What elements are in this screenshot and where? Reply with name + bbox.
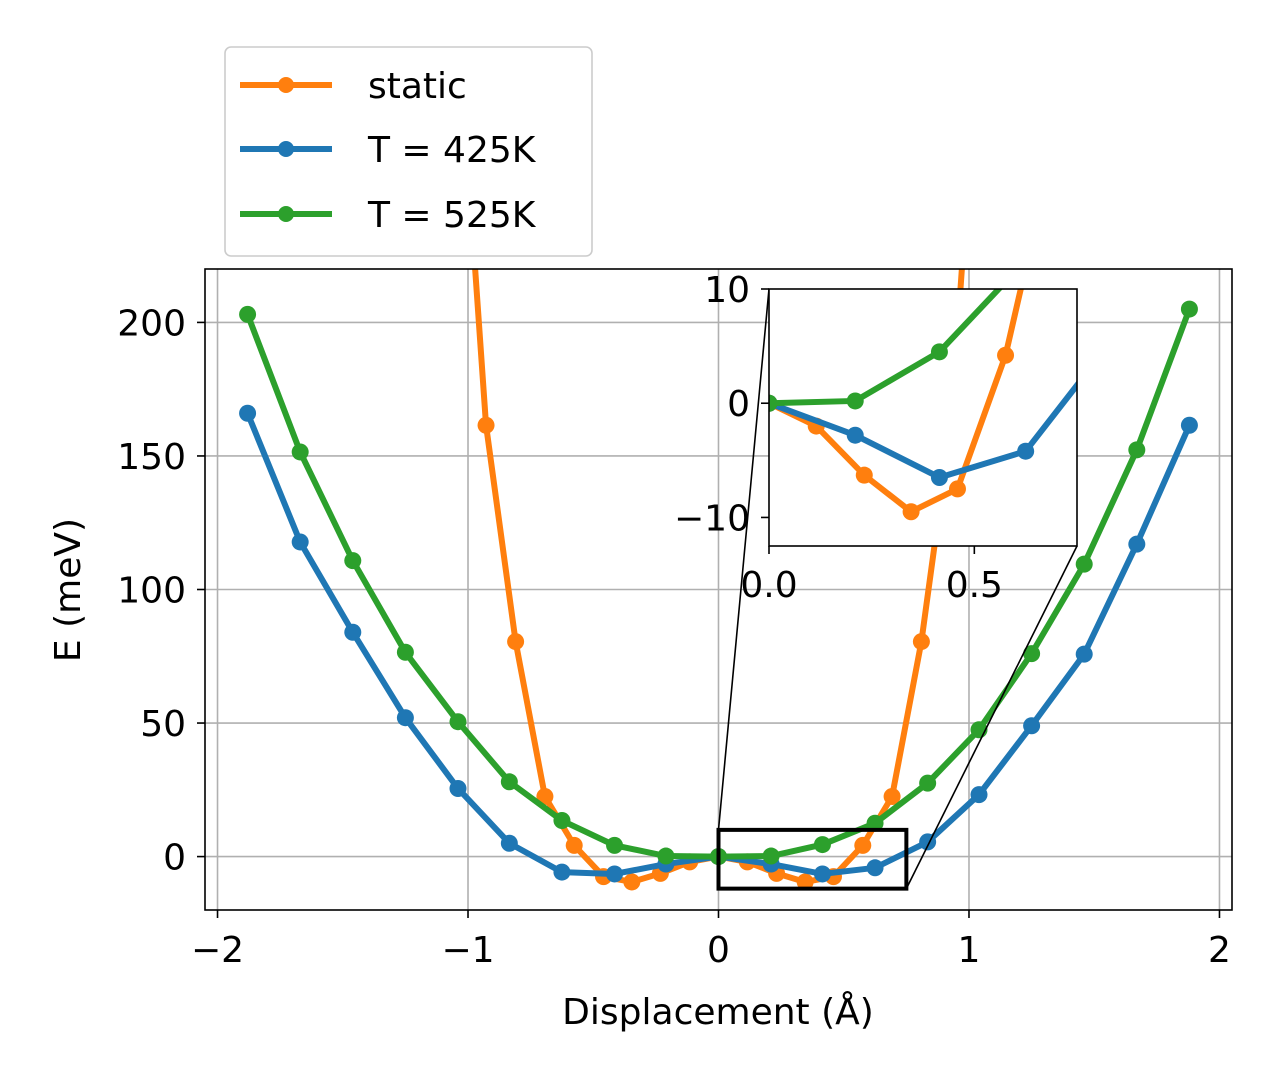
series-point-2 — [1075, 555, 1093, 573]
inset-series-point-0 — [855, 466, 873, 484]
series-point-2 — [919, 774, 937, 792]
series-point-2 — [1023, 645, 1041, 663]
inset-series-point-0 — [948, 480, 966, 498]
series-point-2 — [396, 643, 414, 661]
zoom-box — [716, 827, 909, 891]
legend: static T = 425K T = 525K — [224, 46, 593, 257]
series-point-2 — [1128, 441, 1146, 459]
series-point-2 — [500, 773, 518, 791]
inset-series-point-2 — [846, 392, 864, 410]
series-point-1 — [1023, 717, 1041, 735]
x-axis-label: Displacement (Å) — [562, 990, 874, 1033]
series-point-2 — [291, 443, 309, 461]
series-point-2 — [239, 305, 257, 323]
inset-series-point-2 — [1017, 252, 1034, 269]
x-tick-label: −1 — [441, 930, 494, 971]
inset-x-tick-label: 0.0 — [740, 565, 797, 606]
inset-axes-frame — [768, 288, 1078, 547]
inset-plot-area — [769, 138, 1077, 521]
series-point-1 — [396, 709, 414, 727]
series-point-1 — [344, 623, 362, 641]
series-point-1 — [866, 859, 884, 877]
legend-label-t425: T = 425K — [367, 130, 537, 171]
inset-series-line-1 — [769, 380, 1077, 481]
series-point-1 — [239, 404, 257, 422]
series-point-2 — [762, 847, 780, 865]
series-point-1 — [553, 863, 571, 881]
x-tick-label: −2 — [191, 930, 244, 971]
series-point-0 — [536, 787, 554, 805]
series-point-1 — [449, 779, 467, 797]
inset-y-tick-label: 10 — [704, 270, 750, 311]
series-point-1 — [1128, 535, 1146, 553]
series-point-0 — [912, 633, 930, 651]
main-grid — [205, 269, 1232, 910]
legend-marker-t525 — [278, 206, 294, 222]
inset-series-point-2 — [930, 343, 948, 361]
series-point-0 — [854, 836, 872, 854]
zoom-connector-right — [905, 545, 1078, 889]
y-tick-label: 100 — [117, 571, 186, 612]
x-tick-label: 2 — [1208, 930, 1231, 971]
series-point-2 — [1180, 300, 1198, 318]
y-tick-label: 200 — [117, 303, 186, 344]
series-point-1 — [919, 833, 937, 851]
inset-series-point-0 — [1045, 138, 1062, 155]
series-point-1 — [813, 865, 831, 883]
series-point-1 — [606, 865, 624, 883]
inset-series-point-1 — [846, 426, 864, 444]
series-point-1 — [291, 533, 309, 551]
legend-marker-static — [278, 77, 294, 93]
inset-y-tick-label: −10 — [674, 498, 750, 539]
series-point-2 — [866, 814, 884, 832]
series-point-1 — [1075, 645, 1093, 663]
zoom-connector-left — [717, 288, 770, 830]
inset-x-tick-label: 0.5 — [946, 565, 1003, 606]
series-point-2 — [606, 836, 624, 854]
legend-marker-t425 — [278, 141, 294, 157]
zoom-indicator — [716, 288, 1078, 891]
y-tick-label: 50 — [140, 704, 186, 745]
series-point-0 — [477, 416, 495, 434]
series-point-2 — [344, 552, 362, 570]
inset-series-line-2 — [769, 289, 1003, 407]
x-tick-label: 0 — [707, 930, 730, 971]
series-point-0 — [972, 0, 989, 10]
legend-label-static: static — [368, 66, 467, 107]
series-point-1 — [970, 786, 988, 804]
series-point-1 — [1180, 416, 1198, 434]
series-point-0 — [565, 836, 583, 854]
series-point-2 — [657, 847, 675, 865]
inset-series-point-0 — [997, 346, 1015, 364]
x-tick-label: 1 — [958, 930, 981, 971]
legend-frame — [224, 46, 593, 257]
series-point-2 — [553, 812, 571, 830]
inset-series-point-0 — [902, 503, 920, 521]
y-tick-label: 150 — [117, 437, 186, 478]
inset-ticks: 0.0 0.5 −10 0 10 — [674, 270, 1003, 606]
inset-series-point-1 — [930, 468, 948, 486]
series-point-0 — [507, 633, 525, 651]
inset-series-point-2 — [769, 394, 778, 412]
series-point-0 — [623, 873, 641, 891]
legend-label-t525: T = 525K — [367, 195, 537, 236]
inset-y-tick-label: 0 — [727, 384, 750, 425]
inset-series-point-1 — [1017, 442, 1035, 460]
y-tick-label: 0 — [163, 838, 186, 879]
series-point-0 — [448, 0, 465, 10]
series-point-1 — [500, 834, 518, 852]
series-point-2 — [813, 836, 831, 854]
series-point-0 — [796, 873, 814, 891]
series-point-2 — [449, 713, 467, 731]
series-point-0 — [883, 787, 901, 805]
y-axis-label: E (meV) — [48, 518, 89, 662]
